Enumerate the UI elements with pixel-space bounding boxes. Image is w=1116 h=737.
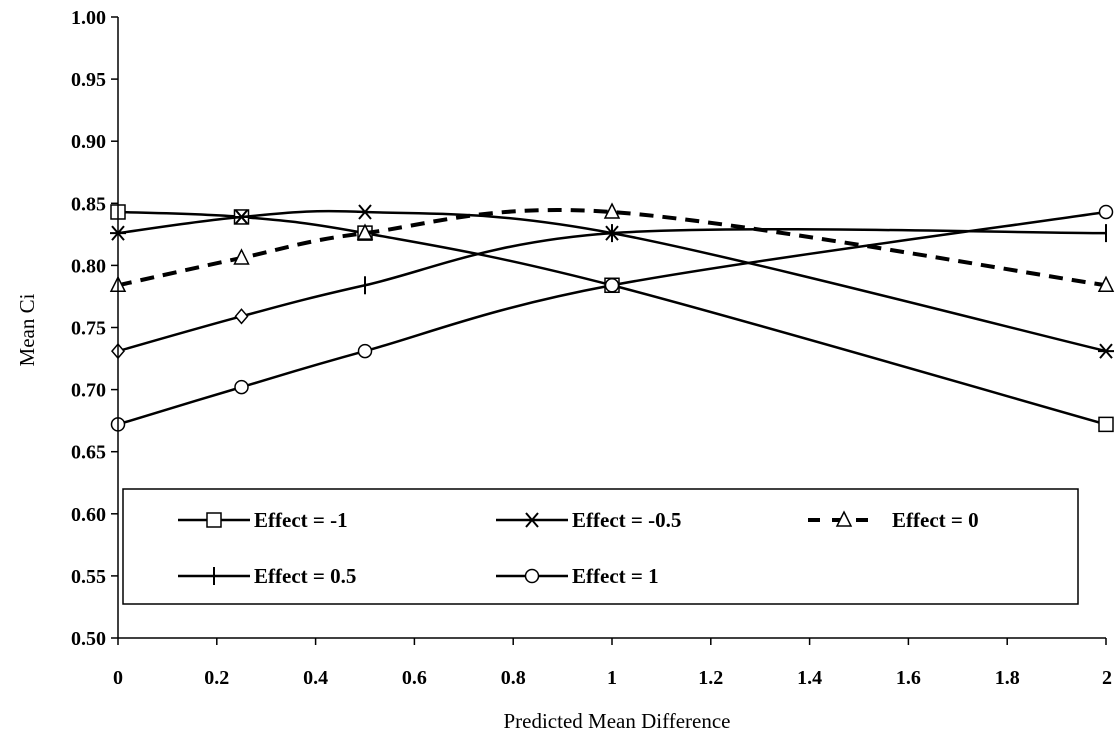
asterisk-marker — [357, 204, 373, 220]
x-tick-label: 0.4 — [303, 667, 328, 689]
series-4 — [111, 224, 1107, 360]
legend-label: Effect = 0.5 — [254, 564, 356, 588]
legend-box — [122, 488, 1079, 605]
y-tick-label: 0.85 — [71, 193, 106, 215]
y-tick-labels: 0.50 0.55 0.60 0.65 0.70 0.75 0.80 0.85 0.90 0.95… — [71, 7, 106, 650]
series-line — [117, 208, 1107, 288]
y-tick-label: 0.65 — [71, 442, 106, 464]
series-5 — [110, 204, 1114, 432]
series-line — [117, 227, 1107, 353]
triangle-marker — [233, 248, 250, 265]
legend-item: Effect = 1 — [496, 564, 659, 588]
legend-label: Effect = 0 — [892, 508, 979, 532]
legend-label: Effect = -1 — [254, 508, 348, 532]
diamond-marker — [234, 308, 249, 325]
circle-marker — [524, 568, 540, 584]
axis-ticks — [111, 16, 1107, 645]
x-tick-label: 2 — [1102, 667, 1112, 689]
circle-marker — [234, 379, 249, 395]
legend: Effect = -1 Effect = -0.5 Effect = 0 Effect… — [122, 488, 1079, 605]
y-tick-label: 0.70 — [71, 380, 106, 402]
triangle-marker — [1097, 275, 1115, 293]
y-tick-label: 1.00 — [71, 7, 106, 29]
asterisk-marker — [1098, 343, 1114, 359]
asterisk-marker — [524, 512, 540, 528]
circle-marker — [604, 278, 620, 293]
y-tick-label: 0.55 — [71, 566, 106, 588]
y-tick-label: 0.95 — [71, 69, 106, 91]
series-line — [117, 210, 1107, 426]
square-marker — [206, 512, 222, 528]
legend-item: Effect = 0 — [808, 508, 979, 532]
x-tick-label: 0.8 — [501, 667, 526, 689]
x-tick-label: 1.4 — [797, 667, 822, 689]
x-tick-label: 1 — [607, 667, 617, 689]
x-tick-label: 1.2 — [698, 667, 723, 689]
circle-marker — [357, 343, 373, 359]
y-tick-label: 0.75 — [71, 318, 106, 340]
legend-item: Effect = 0.5 — [178, 564, 356, 588]
square-marker — [1098, 416, 1114, 433]
triangle-marker — [603, 202, 621, 219]
asterisk-marker — [233, 209, 250, 225]
x-axis-title: Predicted Mean Difference — [503, 709, 730, 733]
circle-marker — [1098, 204, 1114, 220]
series-line — [117, 210, 1107, 426]
x-tick-label: 0.6 — [402, 667, 427, 689]
series-line — [117, 209, 1107, 353]
x-tick-label: 1.6 — [896, 667, 921, 689]
legend-label: Effect = 1 — [572, 564, 659, 588]
y-tick-label: 0.90 — [71, 131, 106, 153]
y-tick-label: 0.60 — [71, 504, 106, 526]
legend-label: Effect = -0.5 — [572, 508, 681, 532]
x-tick-label: 0 — [113, 667, 123, 689]
triangle-marker — [835, 510, 853, 527]
y-tick-label: 0.50 — [71, 628, 106, 650]
legend-item: Effect = -1 — [178, 508, 348, 532]
x-tick-label: 1.8 — [995, 667, 1020, 689]
triangle-marker — [356, 223, 374, 240]
series-layer — [109, 202, 1115, 433]
x-tick-labels: 0 0.2 0.4 0.6 0.8 1 1.2 1.4 1.6 1.8 2 — [113, 667, 1112, 689]
y-tick-label: 0.80 — [71, 255, 106, 277]
x-tick-label: 0.2 — [204, 667, 229, 689]
legend-item: Effect = -0.5 — [496, 508, 681, 532]
y-axis-title: Mean Ci — [15, 293, 39, 366]
